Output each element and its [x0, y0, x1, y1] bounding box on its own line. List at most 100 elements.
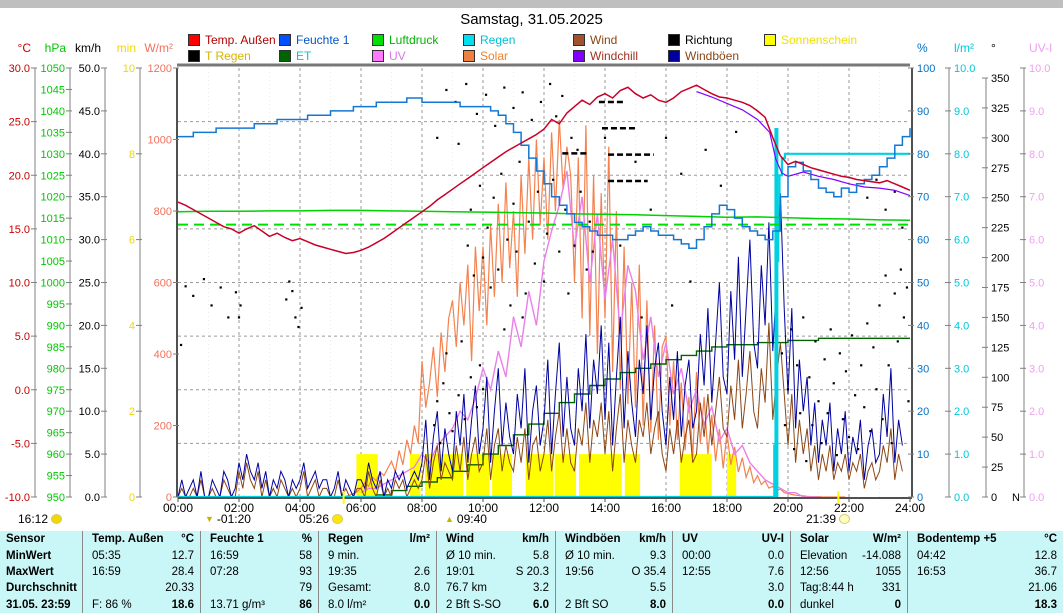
legend-color-swatch	[573, 50, 585, 62]
moon-disc	[51, 514, 63, 524]
cell-value: 3.0	[768, 582, 784, 595]
cell-value: 21.06	[1028, 582, 1057, 595]
cell-text: 8.0 l/m²	[328, 598, 367, 611]
axis-unit-uvi: UV-I	[1029, 41, 1052, 55]
direction-dot	[573, 244, 576, 247]
table-cell: 16:59 58	[200, 547, 318, 564]
direction-dot	[478, 364, 482, 367]
legend-item-luftdruck: Luftdruck	[372, 33, 438, 47]
axis-tick-label-kmh: 15.0	[79, 363, 100, 375]
legend-color-swatch	[668, 34, 680, 46]
table-cell: 20.33	[82, 580, 200, 597]
axis-tick-label-hpa: 1035	[41, 127, 65, 139]
axis-tick-label-temp: 30.0	[9, 63, 30, 75]
direction-dot	[288, 280, 291, 283]
cell-text: 2 Bft S-SO	[446, 598, 501, 611]
table-cell: 13.71 g/m³ 86	[200, 596, 318, 613]
x-axis-label: 20:00	[773, 501, 803, 515]
direction-dot	[893, 190, 896, 193]
direction-dot	[878, 304, 881, 307]
table-row: Durchschnitt 20.33 79 Gesamt: 8.0 76.7 km 3.2 5…	[0, 580, 1063, 597]
direction-dot	[564, 208, 567, 211]
cell-text: 12:55	[682, 565, 711, 578]
axis-unit-hpa: hPa	[45, 41, 67, 55]
table-cell: 19:35 2.6	[318, 563, 436, 581]
series-path-windchill	[696, 91, 911, 197]
series-path-wind	[177, 322, 903, 499]
direction-dot	[489, 286, 492, 289]
cell-text: 13.71 g/m³	[210, 598, 265, 611]
direction-dot	[472, 274, 475, 277]
cell-text: 76.7 km	[446, 582, 487, 595]
direction-dot	[649, 208, 652, 211]
series-richtung	[179, 82, 910, 463]
cell-text: 07:28	[210, 565, 239, 578]
direction-dot	[901, 226, 904, 229]
direction-dot	[475, 112, 478, 116]
direction-dot	[506, 238, 509, 241]
axis-tick-label-deg: 225	[991, 223, 1009, 235]
direction-dot	[863, 406, 866, 409]
table-header-cell: Wind km/h	[436, 531, 555, 548]
legend-item-wind: Wind	[573, 33, 617, 47]
cell-value: 12.7	[171, 549, 194, 562]
direction-dot	[899, 268, 902, 271]
direction-dot	[896, 340, 899, 343]
legend-color-swatch	[764, 34, 776, 46]
direction-dot	[503, 328, 506, 331]
direction-dot	[549, 82, 552, 86]
direction-dot	[192, 294, 195, 297]
direction-dot	[558, 250, 561, 253]
series-path-regen	[178, 152, 910, 499]
cell-value: -14.088	[861, 549, 901, 562]
direction-dot	[234, 291, 238, 294]
direction-dot	[640, 316, 643, 319]
axis-tick-label-deg: 75	[991, 402, 1003, 414]
axis-tick-label-deg: 25	[991, 462, 1003, 474]
axis-tick-label-pct: 10	[917, 449, 929, 461]
direction-dot	[202, 278, 206, 281]
axis-tick-label-hpa: 995	[47, 299, 65, 311]
direction-dot	[850, 334, 854, 337]
table-cell: 79	[200, 580, 318, 597]
direction-dot	[515, 250, 518, 253]
axis-tick-label-kmh: 35.0	[79, 192, 100, 204]
table-cell: 19:56 O 35.4	[555, 563, 672, 581]
cell-text: Regen	[328, 533, 364, 546]
axis-tick-label-hpa: 990	[47, 320, 65, 332]
x-axis-label: 00:00	[163, 501, 193, 515]
table-row: MinWert 05:35 12.7 16:59 58 9 min. Ø 10 min. 5.…	[0, 547, 1063, 564]
axis-tick-label-pct: 90	[917, 106, 929, 118]
x-axis-label: 18:00	[712, 501, 742, 515]
cell-value: 58	[299, 549, 312, 562]
table-cell: 8.0 l/m² 0.0	[318, 596, 436, 613]
table-cell: 16:59 28.4	[82, 563, 200, 581]
table-cell: 76.7 km 3.2	[436, 580, 555, 597]
axis-tick-label-kmh: 25.0	[79, 278, 100, 290]
direction-dot	[570, 136, 573, 139]
direction-dot	[466, 244, 469, 247]
axis-tick-label-temp: 20.0	[9, 170, 30, 182]
cell-text: 19:01	[446, 565, 475, 578]
axis-tick-label-pct: 30	[917, 363, 929, 375]
table-row-label: Durchschnitt	[6, 582, 77, 595]
cell-value: km/h	[639, 533, 666, 546]
table-row: MaxWert 16:59 28.4 07:28 93 19:35 2.6 19:01 S 20…	[0, 563, 1063, 581]
axis-tick-label-wm2: 800	[154, 206, 172, 218]
direction-dot	[817, 400, 820, 403]
cell-text: 19:56	[565, 565, 594, 578]
table-cell: 9 min.	[318, 547, 436, 564]
direction-dot	[854, 394, 857, 397]
series-path-luftdruck	[177, 209, 911, 222]
direction-dot	[814, 340, 817, 343]
legend-label: UV	[389, 49, 406, 63]
direction-dot	[780, 352, 783, 355]
direction-dot	[475, 406, 478, 409]
axis-tick-label-deg: 100	[991, 372, 1009, 384]
table-cell: Ø 10 min. 9.3	[555, 547, 672, 564]
cell-text: 19:35	[328, 565, 357, 578]
direction-dot	[829, 328, 832, 331]
axis-unit-temp: °C	[18, 41, 32, 55]
cell-text: dunkel	[800, 598, 834, 611]
